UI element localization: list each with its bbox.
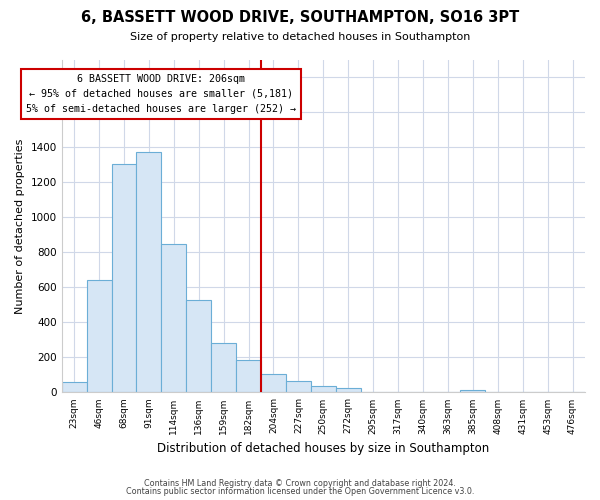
Bar bbox=[286, 380, 311, 392]
Text: 6 BASSETT WOOD DRIVE: 206sqm
← 95% of detached houses are smaller (5,181)
5% of : 6 BASSETT WOOD DRIVE: 206sqm ← 95% of de… bbox=[26, 74, 296, 114]
Text: Size of property relative to detached houses in Southampton: Size of property relative to detached ho… bbox=[130, 32, 470, 42]
Bar bbox=[62, 382, 86, 392]
Bar bbox=[186, 300, 211, 392]
Bar bbox=[86, 280, 112, 392]
X-axis label: Distribution of detached houses by size in Southampton: Distribution of detached houses by size … bbox=[157, 442, 490, 455]
Bar bbox=[336, 388, 361, 392]
Bar bbox=[311, 386, 336, 392]
Text: Contains HM Land Registry data © Crown copyright and database right 2024.: Contains HM Land Registry data © Crown c… bbox=[144, 478, 456, 488]
Bar bbox=[460, 390, 485, 392]
Bar bbox=[261, 374, 286, 392]
Bar bbox=[236, 360, 261, 392]
Bar bbox=[136, 152, 161, 392]
Text: 6, BASSETT WOOD DRIVE, SOUTHAMPTON, SO16 3PT: 6, BASSETT WOOD DRIVE, SOUTHAMPTON, SO16… bbox=[81, 10, 519, 25]
Bar bbox=[161, 244, 186, 392]
Bar bbox=[112, 164, 136, 392]
Y-axis label: Number of detached properties: Number of detached properties bbox=[15, 138, 25, 314]
Text: Contains public sector information licensed under the Open Government Licence v3: Contains public sector information licen… bbox=[126, 487, 474, 496]
Bar bbox=[211, 344, 236, 392]
